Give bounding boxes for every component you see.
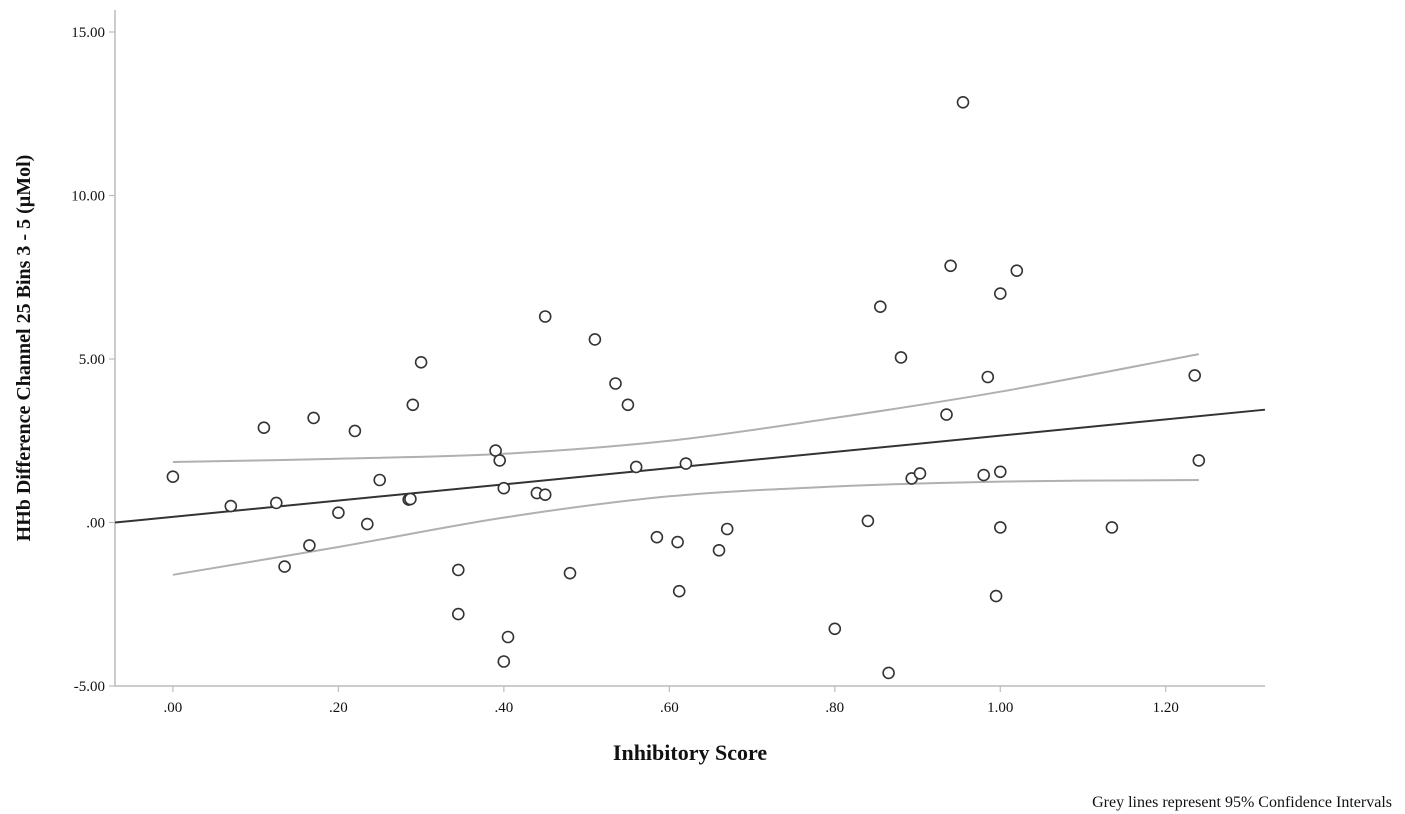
data-point xyxy=(360,517,374,531)
data-point xyxy=(1010,264,1024,278)
data-point xyxy=(944,259,957,273)
data-point xyxy=(671,535,684,549)
data-point xyxy=(332,506,345,520)
data-point xyxy=(629,460,643,474)
data-point xyxy=(307,411,320,425)
data-point xyxy=(621,398,635,412)
data-point xyxy=(166,470,180,484)
x-tick-label: 1.20 xyxy=(1153,700,1179,716)
data-point xyxy=(373,473,387,487)
data-point xyxy=(993,521,1007,534)
x-tick-label: .80 xyxy=(825,700,844,716)
tick-labels: -5.00 .00 5.00 10.00 15.00 .00 .20 .40 .60 .80 1.0… xyxy=(71,25,1179,716)
data-point xyxy=(414,355,428,369)
data-point xyxy=(1188,369,1201,382)
data-point xyxy=(501,630,515,644)
data-point xyxy=(278,560,291,573)
data-point xyxy=(993,287,1007,300)
data-point xyxy=(348,424,362,438)
data-point xyxy=(650,530,664,544)
data-point xyxy=(1192,454,1206,467)
ci-lower-line xyxy=(172,479,1199,576)
data-point xyxy=(588,333,602,346)
x-tick-label: .20 xyxy=(329,700,348,716)
data-point xyxy=(679,457,693,470)
data-point xyxy=(224,499,238,513)
data-point xyxy=(1105,521,1119,534)
data-point xyxy=(894,351,908,364)
y-tick-label: .00 xyxy=(86,516,105,532)
data-point xyxy=(993,465,1007,479)
data-point xyxy=(493,454,507,467)
ci-upper-line xyxy=(172,353,1199,463)
data-point xyxy=(828,622,842,636)
data-point xyxy=(873,300,887,314)
data-point xyxy=(861,514,875,528)
data-point xyxy=(404,492,417,506)
x-axis-title: Inhibitory Score xyxy=(613,740,767,765)
data-point xyxy=(538,488,552,502)
y-tick-label: 10.00 xyxy=(71,189,105,205)
data-point xyxy=(406,398,420,412)
data-point xyxy=(882,666,895,680)
data-point xyxy=(981,370,995,384)
data-point xyxy=(451,563,465,577)
data-point xyxy=(913,467,927,480)
data-point xyxy=(609,377,622,390)
data-points xyxy=(166,96,1206,680)
data-point xyxy=(940,408,953,421)
x-tick-label: .00 xyxy=(164,700,183,716)
y-tick-label: 5.00 xyxy=(79,352,105,368)
y-axis-title: HHb Difference Channel 25 Bins 3 - 5 (µM… xyxy=(13,155,35,542)
confidence-interval-note: Grey lines represent 95% Confidence Inte… xyxy=(1092,794,1392,811)
data-point xyxy=(303,539,316,552)
y-tick-label: -5.00 xyxy=(74,679,105,695)
data-point xyxy=(956,96,970,109)
data-point xyxy=(257,421,271,435)
x-tick-label: .60 xyxy=(660,700,679,716)
data-point xyxy=(451,607,465,621)
data-point xyxy=(977,468,991,482)
data-point xyxy=(712,543,726,557)
data-point xyxy=(720,522,734,536)
confidence-interval-lines xyxy=(172,353,1199,576)
data-point xyxy=(269,496,283,510)
x-tick-label: 1.00 xyxy=(987,700,1013,716)
axes xyxy=(114,10,1265,687)
data-point xyxy=(672,584,686,598)
x-tick-label: .40 xyxy=(494,700,513,716)
data-point xyxy=(497,655,511,668)
y-tick-label: 15.00 xyxy=(71,25,105,41)
data-point xyxy=(497,481,511,495)
data-point xyxy=(563,566,577,580)
data-point xyxy=(989,589,1003,603)
data-point xyxy=(538,310,552,323)
